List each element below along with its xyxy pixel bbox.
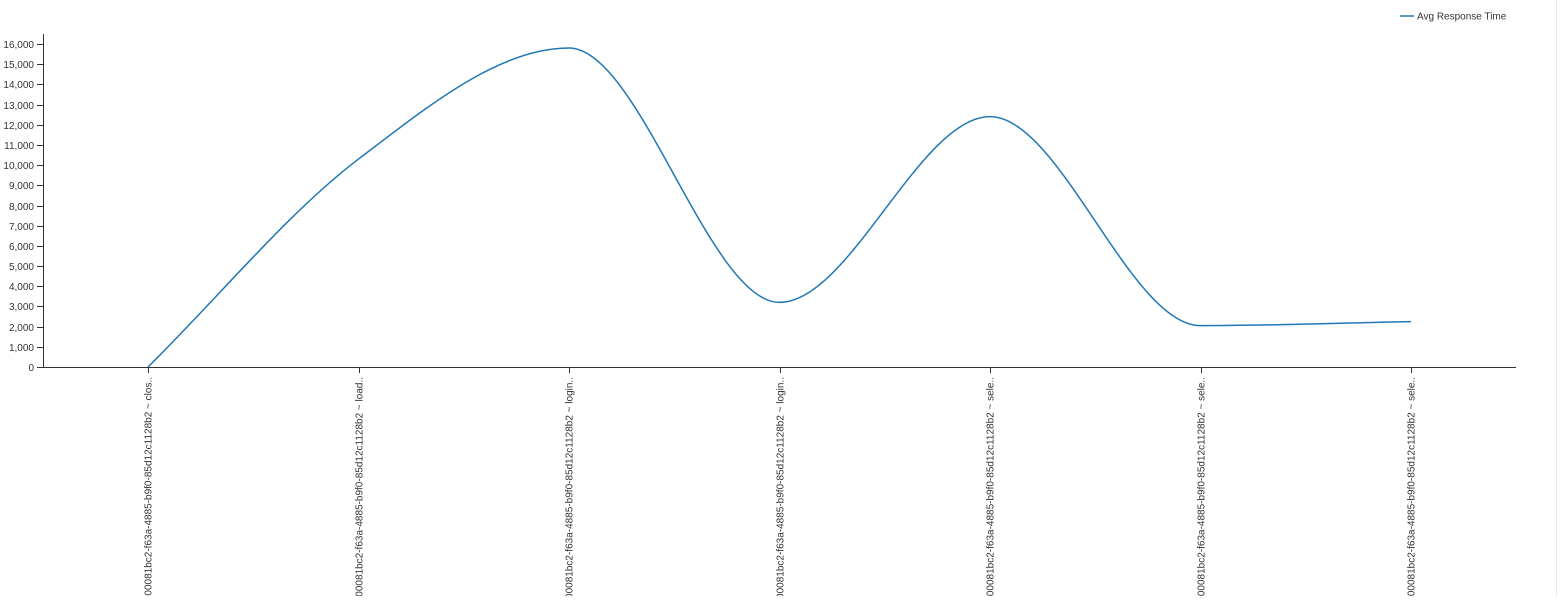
x-tick-label: 00081bc2-f63a-4885-b9f0-85d12c1128b2 ~ s… bbox=[1197, 377, 1208, 596]
y-tick-label: 8,000 bbox=[9, 202, 34, 213]
x-tick-label: 00081bc2-f63a-4885-b9f0-85d12c1128b2 ~ l… bbox=[355, 377, 366, 596]
y-tick-label: 14,000 bbox=[3, 80, 34, 91]
y-tick-label: 11,000 bbox=[4, 141, 34, 152]
y-tick-label: 0 bbox=[28, 363, 34, 374]
data-point[interactable] bbox=[1408, 319, 1414, 325]
legend-label: Avg Response Time bbox=[1417, 12, 1507, 23]
series-line-avg-response-time[interactable] bbox=[147, 47, 1412, 368]
legend-item[interactable]: Avg Response Time bbox=[1400, 12, 1507, 23]
y-tick-label: 9,000 bbox=[9, 181, 34, 192]
data-point[interactable] bbox=[145, 364, 151, 370]
y-tick-label: 13,000 bbox=[3, 101, 34, 112]
y-tick-label: 1,000 bbox=[9, 343, 34, 354]
y-tick-label: 4,000 bbox=[9, 282, 34, 293]
data-point[interactable] bbox=[1198, 323, 1204, 329]
data-point[interactable] bbox=[566, 45, 572, 51]
x-tick-label: 00081bc2-f63a-4885-b9f0-85d12c1128b2 ~ s… bbox=[1407, 377, 1418, 596]
data-point[interactable] bbox=[987, 114, 993, 120]
y-tick-label: 3,000 bbox=[9, 302, 34, 313]
right-scroll-edge bbox=[1556, 0, 1557, 596]
y-tick-label: 2,000 bbox=[9, 323, 34, 334]
x-tick-label: 00081bc2-f63a-4885-b9f0-85d12c1128b2 ~ c… bbox=[144, 377, 155, 596]
y-tick-label: 10,000 bbox=[3, 161, 34, 172]
y-tick-label: 5,000 bbox=[9, 262, 34, 273]
y-axis: 0 1,000 2,000 3,000 4,000 5,000 6,000 7,000 8,00… bbox=[3, 33, 44, 374]
data-point[interactable] bbox=[356, 156, 362, 162]
y-tick-label: 6,000 bbox=[9, 242, 34, 253]
y-tick-label: 16,000 bbox=[3, 40, 34, 51]
x-tick-label: 00081bc2-f63a-4885-b9f0-85d12c1128b2 ~ s… bbox=[986, 377, 997, 596]
y-tick-label: 7,000 bbox=[9, 222, 34, 233]
legend[interactable]: Avg Response Time bbox=[1400, 12, 1507, 23]
y-tick-label: 12,000 bbox=[3, 121, 34, 132]
series-layer bbox=[145, 45, 1414, 370]
x-tick-label: 00081bc2-f63a-4885-b9f0-85d12c1128b2 ~ l… bbox=[776, 377, 787, 596]
data-point[interactable] bbox=[777, 299, 783, 305]
x-tick-label: 00081bc2-f63a-4885-b9f0-85d12c1128b2 ~ l… bbox=[565, 377, 576, 596]
x-axis: 00081bc2-f63a-4885-b9f0-85d12c1128b2 ~ c… bbox=[43, 367, 1516, 599]
y-tick-label: 15,000 bbox=[3, 60, 34, 71]
